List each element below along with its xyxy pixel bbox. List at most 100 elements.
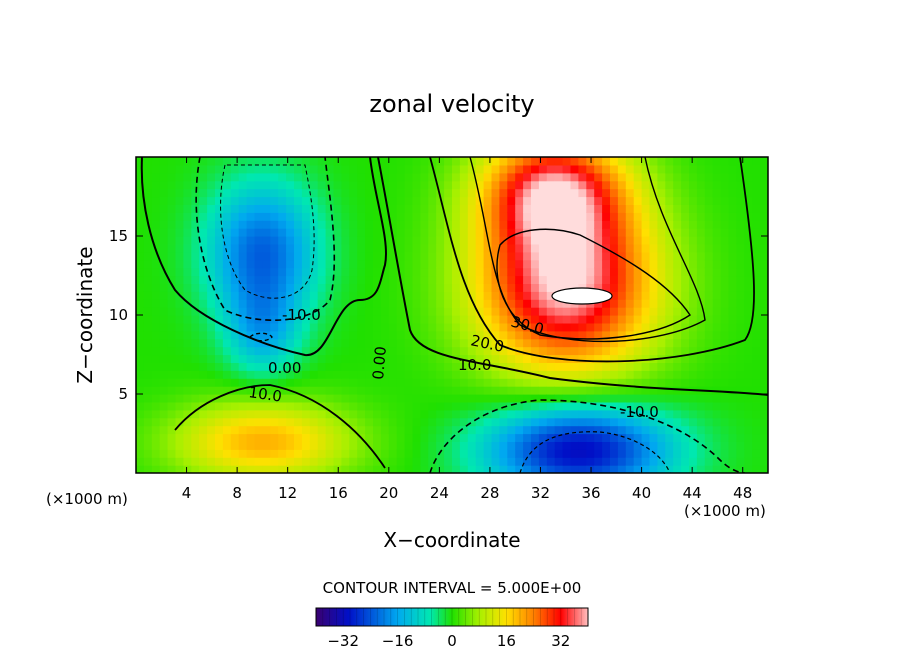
heatmap-cell bbox=[649, 259, 658, 269]
heatmap-cell bbox=[689, 425, 698, 435]
heatmap-cell bbox=[309, 378, 319, 387]
heatmap-cell bbox=[736, 188, 745, 198]
heatmap-cell bbox=[515, 425, 524, 435]
heatmap-cell bbox=[538, 283, 548, 292]
heatmap-cell bbox=[349, 196, 358, 205]
heatmap-cell bbox=[420, 180, 429, 190]
heatmap-cell bbox=[151, 401, 161, 411]
heatmap-cell bbox=[633, 196, 643, 205]
heatmap-cell bbox=[633, 275, 643, 284]
heatmap-cell bbox=[507, 236, 516, 245]
heatmap-cell bbox=[689, 354, 698, 363]
heatmap-cell bbox=[531, 394, 540, 403]
heatmap-cell bbox=[704, 307, 714, 316]
heatmap-cell bbox=[459, 307, 469, 316]
heatmap-cell bbox=[665, 236, 674, 245]
heatmap-cell bbox=[207, 457, 216, 466]
heatmap-cell bbox=[254, 362, 263, 371]
heatmap-cell bbox=[610, 220, 619, 229]
heatmap-cell bbox=[507, 441, 516, 450]
heatmap-cell bbox=[704, 180, 714, 190]
heatmap-cell bbox=[602, 354, 611, 363]
heatmap-cell bbox=[278, 164, 287, 174]
heatmap-cell bbox=[483, 172, 493, 182]
heatmap-cell bbox=[404, 251, 414, 261]
heatmap-cell bbox=[175, 164, 184, 174]
heatmap-cell bbox=[270, 243, 279, 253]
heatmap-cell bbox=[373, 204, 382, 213]
heatmap-cell bbox=[752, 362, 761, 371]
heatmap-cell bbox=[262, 172, 271, 182]
heatmap-cell bbox=[704, 465, 714, 473]
heatmap-cell bbox=[333, 354, 342, 363]
heatmap-cell bbox=[309, 291, 319, 300]
heatmap-cell bbox=[712, 188, 722, 198]
heatmap-cell bbox=[151, 449, 161, 458]
heatmap-cell bbox=[475, 425, 485, 435]
heatmap-cell bbox=[412, 449, 421, 458]
heatmap-cell bbox=[554, 425, 564, 435]
heatmap-cell bbox=[151, 330, 161, 340]
heatmap-cell bbox=[499, 457, 508, 466]
heatmap-cell bbox=[459, 204, 469, 213]
heatmap-cell bbox=[594, 449, 603, 458]
heatmap-cell bbox=[420, 307, 429, 316]
heatmap-cell bbox=[459, 212, 469, 221]
heatmap-cell bbox=[752, 267, 761, 277]
heatmap-cell bbox=[752, 354, 761, 363]
heatmap-cell bbox=[475, 457, 485, 466]
heatmap-cell bbox=[507, 196, 516, 205]
heatmap-cell bbox=[499, 322, 508, 332]
heatmap-cell bbox=[444, 457, 453, 466]
heatmap-cell bbox=[673, 362, 682, 371]
heatmap-cell bbox=[373, 275, 382, 284]
heatmap-cell bbox=[641, 259, 651, 269]
heatmap-cell bbox=[380, 322, 390, 332]
heatmap-cell bbox=[373, 417, 382, 427]
heatmap-cell bbox=[238, 243, 248, 253]
heatmap-cell bbox=[641, 307, 651, 316]
heatmap-cell bbox=[294, 409, 303, 419]
heatmap-cell bbox=[230, 299, 240, 308]
heatmap-cell bbox=[301, 409, 311, 419]
heatmap-cell bbox=[752, 378, 761, 387]
heatmap-cell bbox=[752, 251, 761, 261]
heatmap-cell bbox=[309, 433, 319, 442]
heatmap-cell bbox=[159, 172, 169, 182]
heatmap-cell bbox=[531, 157, 540, 166]
heatmap-cell bbox=[483, 267, 493, 277]
heatmap-cell bbox=[570, 401, 579, 411]
heatmap-cell bbox=[760, 275, 768, 284]
heatmap-cell bbox=[136, 299, 145, 308]
heatmap-cell bbox=[349, 236, 358, 245]
heatmap-cell bbox=[617, 417, 627, 427]
heatmap-cell bbox=[681, 228, 690, 237]
heatmap-cell bbox=[317, 220, 327, 229]
heatmap-cell bbox=[325, 315, 335, 324]
heatmap-cell bbox=[665, 157, 674, 166]
heatmap-cell bbox=[562, 378, 572, 387]
heatmap-cell bbox=[286, 188, 295, 198]
heatmap-cell bbox=[380, 307, 390, 316]
heatmap-cell bbox=[594, 299, 603, 308]
heatmap-cell bbox=[562, 433, 572, 442]
heatmap-cell bbox=[515, 299, 524, 308]
heatmap-cell bbox=[546, 386, 556, 395]
heatmap-cell bbox=[720, 394, 730, 403]
heatmap-cell bbox=[649, 172, 658, 182]
heatmap-cell bbox=[459, 401, 469, 411]
heatmap-cell bbox=[309, 338, 319, 348]
heatmap-cell bbox=[459, 330, 469, 340]
heatmap-cell bbox=[641, 346, 651, 356]
heatmap-cell bbox=[467, 196, 477, 205]
heatmap-cell bbox=[207, 164, 216, 174]
contour-label: 0.00 bbox=[268, 359, 301, 377]
heatmap-cell bbox=[230, 180, 240, 190]
heatmap-cell bbox=[143, 449, 153, 458]
heatmap-cell bbox=[357, 196, 366, 205]
heatmap-cell bbox=[531, 172, 540, 182]
heatmap-cell bbox=[625, 291, 635, 300]
heatmap-cell bbox=[238, 259, 248, 269]
heatmap-cell bbox=[515, 322, 524, 332]
heatmap-cell bbox=[602, 180, 611, 190]
